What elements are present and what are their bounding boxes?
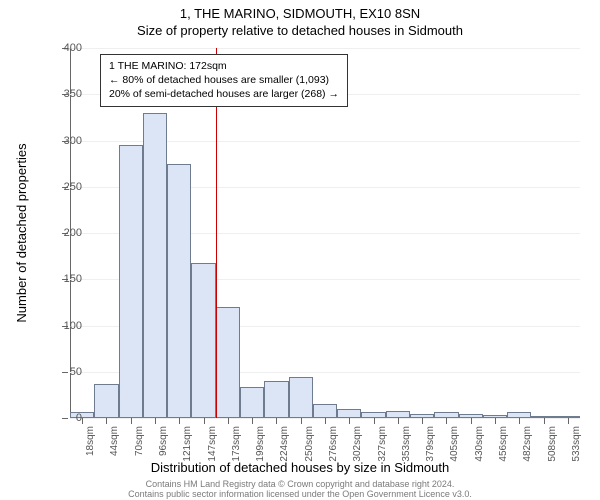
histogram-bar [191, 263, 215, 418]
y-tick-label: 100 [64, 320, 82, 332]
x-tick-label: 405sqm [449, 426, 460, 462]
x-tick [179, 418, 180, 424]
x-tick [519, 418, 520, 424]
x-tick-label: 482sqm [522, 426, 533, 462]
x-tick [106, 418, 107, 424]
x-tick-label: 44sqm [109, 426, 120, 456]
x-tick [276, 418, 277, 424]
x-tick [131, 418, 132, 424]
x-tick-label: 70sqm [134, 426, 145, 456]
y-tick-label: 0 [76, 412, 82, 424]
histogram-bar [337, 409, 361, 418]
histogram-bar [386, 411, 410, 418]
histogram-bar [289, 377, 313, 418]
x-tick [228, 418, 229, 424]
x-tick-label: 456sqm [498, 426, 509, 462]
x-tick-label: 533sqm [571, 426, 582, 462]
x-tick [155, 418, 156, 424]
x-tick-label: 508sqm [547, 426, 558, 462]
x-tick-label: 353sqm [401, 426, 412, 462]
x-tick [204, 418, 205, 424]
x-tick-label: 302sqm [352, 426, 363, 462]
histogram-bar [143, 113, 167, 418]
x-tick-label: 327sqm [377, 426, 388, 462]
x-tick [349, 418, 350, 424]
chart-title-line1: 1, THE MARINO, SIDMOUTH, EX10 8SN [0, 0, 600, 21]
x-tick-label: 173sqm [231, 426, 242, 462]
histogram-bar [119, 145, 143, 418]
histogram-bar [216, 307, 240, 418]
y-tick [62, 372, 68, 373]
histogram-bar [167, 164, 191, 418]
x-tick [325, 418, 326, 424]
y-tick-label: 400 [64, 42, 82, 54]
chart-container: 1, THE MARINO, SIDMOUTH, EX10 8SN Size o… [0, 0, 600, 500]
x-tick [446, 418, 447, 424]
x-tick-label: 276sqm [328, 426, 339, 462]
histogram-bar [240, 387, 264, 418]
chart-title-line2: Size of property relative to detached ho… [0, 21, 600, 42]
y-tick-label: 150 [64, 273, 82, 285]
x-tick [398, 418, 399, 424]
histogram-bar [264, 381, 288, 418]
y-axis-title: Number of detached properties [14, 143, 29, 322]
y-tick-label: 200 [64, 227, 82, 239]
histogram-bar [313, 404, 337, 418]
x-tick [374, 418, 375, 424]
legend-line-1: 1 THE MARINO: 172sqm [109, 59, 339, 73]
footer: Contains HM Land Registry data © Crown c… [0, 480, 600, 500]
x-tick [301, 418, 302, 424]
x-axis-title: Distribution of detached houses by size … [0, 460, 600, 475]
grid-line [70, 48, 580, 49]
legend-line-2: ← 80% of detached houses are smaller (1,… [109, 73, 339, 87]
x-tick-label: 147sqm [207, 426, 218, 462]
x-tick [471, 418, 472, 424]
x-tick-label: 250sqm [304, 426, 315, 462]
x-tick [422, 418, 423, 424]
y-tick-label: 250 [64, 181, 82, 193]
x-tick [568, 418, 569, 424]
y-tick-label: 350 [64, 88, 82, 100]
y-tick [62, 418, 68, 419]
x-tick [495, 418, 496, 424]
y-tick-label: 50 [70, 366, 82, 378]
x-tick-label: 430sqm [474, 426, 485, 462]
x-tick [544, 418, 545, 424]
x-tick-label: 18sqm [85, 426, 96, 456]
footer-line-2: Contains public sector information licen… [0, 490, 600, 500]
y-tick-label: 300 [64, 135, 82, 147]
x-tick [252, 418, 253, 424]
x-tick-label: 224sqm [279, 426, 290, 462]
x-tick-label: 379sqm [425, 426, 436, 462]
x-tick-label: 199sqm [255, 426, 266, 462]
histogram-bar [94, 384, 118, 418]
legend-box: 1 THE MARINO: 172sqm ← 80% of detached h… [100, 54, 348, 107]
legend-line-3: 20% of semi-detached houses are larger (… [109, 87, 339, 101]
x-tick-label: 121sqm [182, 426, 193, 462]
x-tick [82, 418, 83, 424]
x-tick-label: 96sqm [158, 426, 169, 456]
